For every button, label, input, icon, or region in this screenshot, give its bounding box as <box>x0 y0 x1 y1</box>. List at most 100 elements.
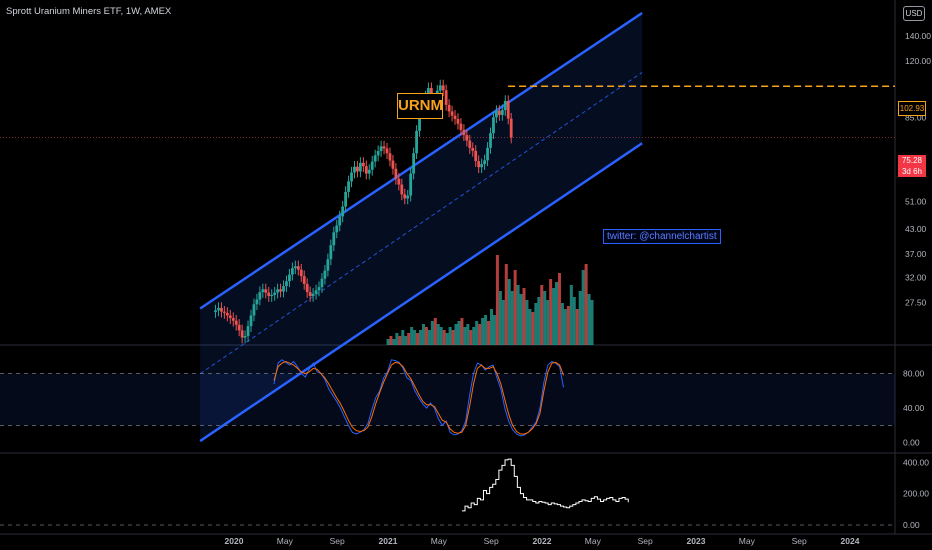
candle-body <box>267 292 271 297</box>
candle-body <box>299 269 303 277</box>
candle-body <box>332 232 336 246</box>
volume-bar <box>442 330 446 345</box>
volume-bar <box>495 255 499 345</box>
candle-body <box>486 147 489 161</box>
candle-body <box>350 172 353 182</box>
time-tick-label: 2021 <box>379 536 398 546</box>
volume-bar <box>510 291 514 345</box>
candle-body <box>474 150 478 162</box>
currency-button[interactable]: USD <box>903 6 925 21</box>
volume-bar <box>398 336 402 345</box>
time-tick-label: May <box>739 536 756 546</box>
candle-body <box>370 161 374 170</box>
candle-body <box>509 118 513 138</box>
volume-bar <box>395 333 399 345</box>
candle-body <box>385 148 389 154</box>
candle-body <box>270 294 274 297</box>
bar-countdown: 3d 6h <box>901 167 923 176</box>
candle-body <box>379 146 383 152</box>
candle-body <box>495 110 498 118</box>
candle-body <box>290 268 294 275</box>
price-tick-label: 140.00 <box>905 31 931 41</box>
candle-body <box>412 153 416 174</box>
candle-body <box>477 161 481 168</box>
volume-bar <box>543 291 547 345</box>
candle-body <box>453 115 457 119</box>
volume-bar <box>531 312 535 345</box>
volume-bar <box>416 333 420 345</box>
channel-fill <box>200 13 643 442</box>
price-tick-label: 85.00 <box>905 113 927 123</box>
candle-body <box>258 292 262 300</box>
candle-body <box>231 318 235 321</box>
chart-title: Sprott Uranium Miners ETF, 1W, AMEX <box>6 6 172 17</box>
candle-body <box>367 169 371 174</box>
stoch-d-line <box>273 360 564 435</box>
candle-body <box>252 304 256 316</box>
candle-body <box>296 266 300 270</box>
volume-bar <box>407 333 411 345</box>
candle-body <box>465 135 469 141</box>
volume-bar <box>421 324 425 345</box>
volume-bar <box>469 330 473 345</box>
volume-bar <box>401 330 405 345</box>
volume-bar <box>433 318 437 345</box>
author-credit: twitter: @channelchartist <box>603 229 721 244</box>
time-tick-label: 2020 <box>225 536 244 546</box>
volume-bar <box>498 291 502 345</box>
volume-bar <box>413 330 417 345</box>
candle-body <box>359 162 362 172</box>
candle-body <box>293 266 297 269</box>
candle-body <box>323 270 327 279</box>
candle-body <box>273 292 277 295</box>
candle-body <box>335 225 339 233</box>
candle-body <box>418 112 421 131</box>
indicator-line <box>461 458 629 512</box>
volume-bar <box>581 270 585 345</box>
time-tick-label: May <box>277 536 294 546</box>
candle-body <box>394 168 398 179</box>
candle-body <box>400 184 404 195</box>
candle-body <box>492 117 495 134</box>
price-tick-label: 43.00 <box>905 224 927 234</box>
candle-body <box>353 166 356 173</box>
candle-body <box>320 278 324 288</box>
candle-body <box>500 110 504 115</box>
current-price-tag: 75.28 3d 6h <box>898 155 926 177</box>
candle-body <box>406 195 410 199</box>
candle-body <box>305 283 309 293</box>
candle-body <box>341 206 345 217</box>
volume-bar <box>513 270 517 345</box>
volume-bar <box>507 279 511 345</box>
volume-bar <box>540 285 544 345</box>
volume-bar <box>560 303 564 345</box>
volume-bar <box>457 321 461 345</box>
candle-body <box>356 166 359 172</box>
indicator-tick-label: 400.00 <box>903 457 929 467</box>
time-tick-label: 2022 <box>533 536 552 546</box>
candle-body <box>506 100 510 119</box>
candle-body <box>338 216 342 226</box>
candle-body <box>261 289 265 293</box>
volume-bar <box>466 324 470 345</box>
volume-bar <box>475 321 479 345</box>
candle-body <box>282 286 285 292</box>
volume-bar <box>519 294 523 345</box>
volume-bar <box>549 279 553 345</box>
volume-bar <box>492 315 496 345</box>
candle-body <box>326 259 330 271</box>
candle-body <box>373 155 377 162</box>
volume-bar <box>439 327 443 345</box>
price-series <box>214 79 594 345</box>
candle-body <box>317 287 321 291</box>
volume-bar <box>478 324 482 345</box>
candle-body <box>388 153 392 161</box>
volume-bar <box>460 318 464 345</box>
volume-bar <box>578 291 582 345</box>
price-tick-label: 32.00 <box>905 273 927 283</box>
candle-body <box>480 164 484 168</box>
candle-body <box>403 194 407 199</box>
stoch-tick-label: 80.00 <box>903 369 925 379</box>
time-tick-label: 2023 <box>687 536 706 546</box>
